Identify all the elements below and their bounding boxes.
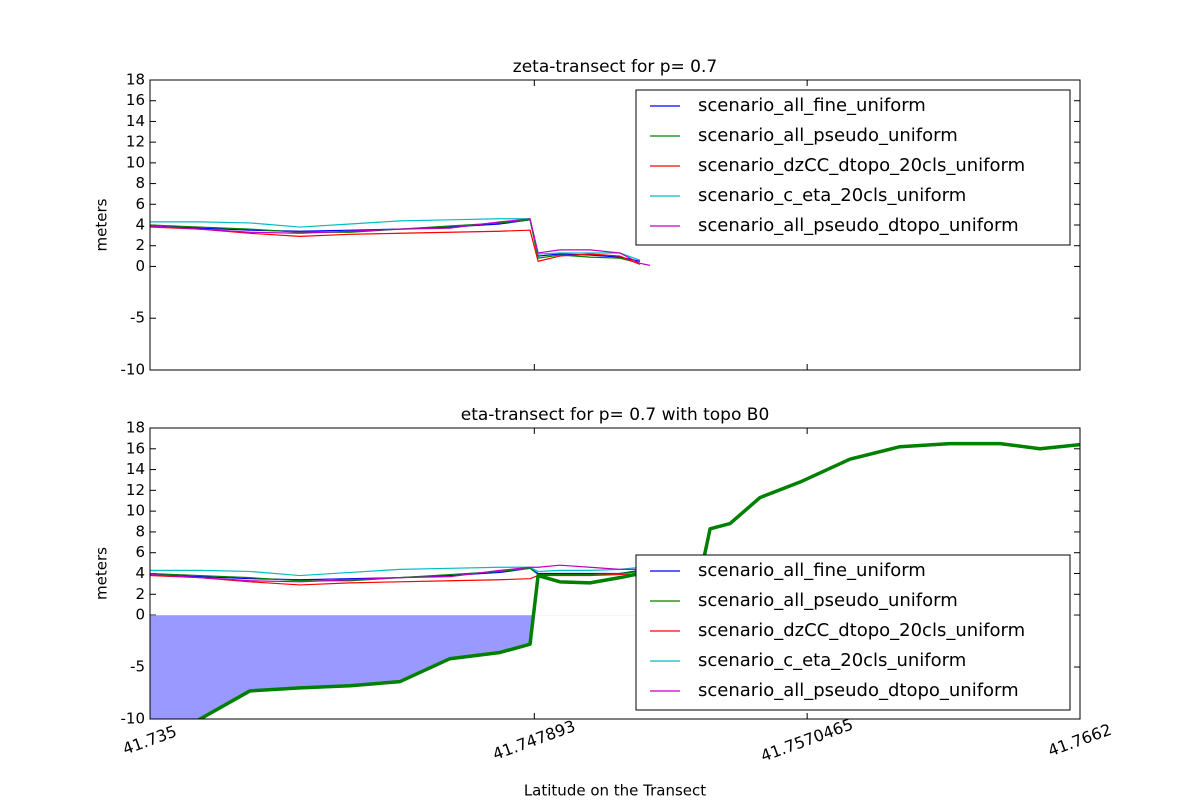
series-line (150, 218, 650, 266)
legend-label: scenario_dzCC_dtopo_20cls_uniform (698, 155, 1025, 176)
y-tick-label: 4 (135, 564, 145, 582)
series-line (150, 564, 641, 583)
y-tick-label: 2 (135, 236, 145, 254)
y-tick-label: -10 (121, 710, 146, 728)
y-tick-label: 12 (126, 133, 145, 151)
y-tick-label: -10 (121, 361, 146, 379)
y-tick-label: 10 (126, 153, 145, 171)
y-tick-label: 14 (126, 460, 145, 478)
series-line (150, 572, 641, 586)
series-line (150, 218, 641, 261)
plot-area (150, 218, 650, 266)
legend-label: scenario_all_pseudo_uniform (698, 590, 958, 611)
legend-label: scenario_all_pseudo_dtopo_uniform (698, 680, 1019, 701)
legend-label: scenario_dzCC_dtopo_20cls_uniform (698, 620, 1025, 641)
y-tick-label: 4 (135, 216, 145, 234)
legend-label: scenario_all_pseudo_dtopo_uniform (698, 215, 1019, 236)
y-tick-label: -5 (130, 309, 145, 327)
legend-label: scenario_c_eta_20cls_uniform (698, 650, 966, 671)
x-axis-label: Latitude on the Transect (524, 782, 706, 800)
chart-title: eta-transect for p= 0.7 with topo B0 (461, 405, 770, 425)
legend-label: scenario_all_fine_uniform (698, 95, 926, 116)
y-tick-label: 10 (126, 502, 145, 520)
y-tick-label: 8 (135, 174, 145, 192)
legend-box (635, 89, 1071, 246)
y-tick-label: -5 (130, 658, 145, 676)
legend-label: scenario_all_fine_uniform (698, 560, 926, 581)
y-tick-label: 18 (126, 71, 145, 89)
series-line (150, 566, 641, 577)
y-tick-label: 0 (135, 257, 145, 275)
y-tick-label: 18 (126, 419, 145, 437)
legend-box (635, 554, 1071, 711)
y-tick-label: 16 (126, 439, 145, 457)
legend-label: scenario_c_eta_20cls_uniform (698, 185, 966, 206)
y-axis-label: meters (93, 198, 111, 251)
y-tick-label: 2 (135, 585, 145, 603)
y-tick-label: 14 (126, 112, 145, 130)
chart-title: zeta-transect for p= 0.7 (513, 57, 717, 77)
y-tick-label: 8 (135, 522, 145, 540)
y-tick-label: 0 (135, 606, 145, 624)
axes-frame (149, 79, 1081, 371)
y-axis-label: meters (93, 547, 111, 600)
y-tick-label: 12 (126, 481, 145, 499)
series-line (150, 226, 641, 265)
y-tick-label: 16 (126, 91, 145, 109)
y-tick-label: 6 (135, 195, 145, 213)
y-tick-label: 6 (135, 543, 145, 561)
axes-frame (149, 427, 1081, 720)
legend-label: scenario_all_pseudo_uniform (698, 125, 958, 146)
